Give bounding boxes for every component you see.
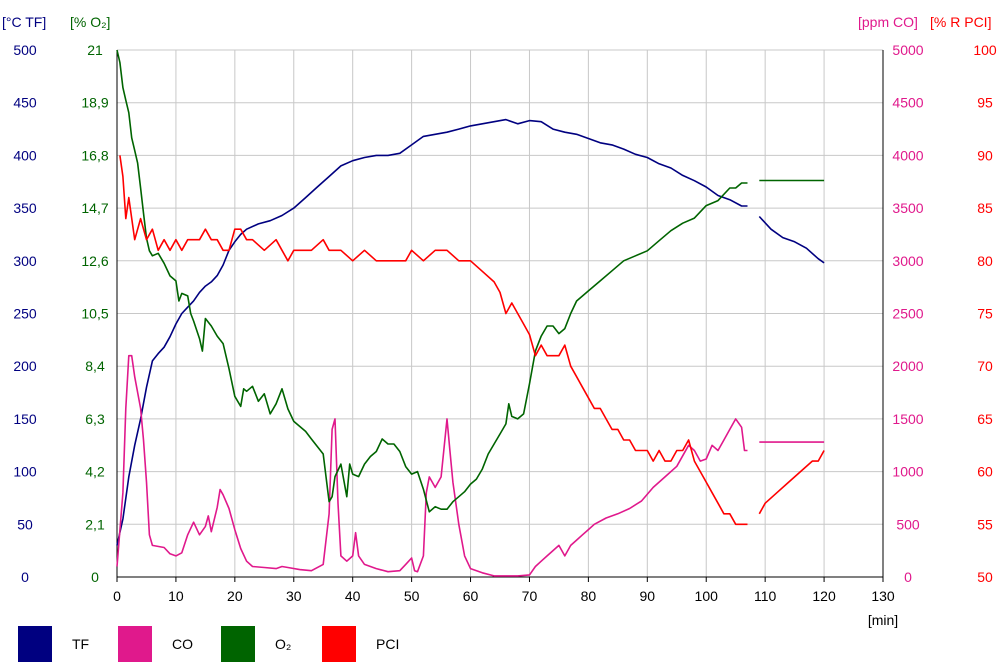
y-tick-label-tf: 400	[13, 147, 37, 163]
legend-label-pci: PCI	[376, 636, 400, 652]
y-tick-label-tf: 350	[13, 200, 37, 216]
y-tick-label-o2: 6,3	[85, 411, 105, 427]
y-tick-label-tf: 250	[13, 306, 37, 322]
y-tick-label-co: 0	[904, 569, 912, 585]
series-line-pci	[119, 155, 748, 526]
legend-swatch-pci	[322, 626, 356, 662]
legend-swatch-co	[118, 626, 152, 662]
legend-item-o2: O₂	[221, 626, 291, 662]
y-tick-label-pci: 75	[977, 306, 993, 322]
x-tick-label: 20	[227, 588, 243, 604]
y-axis-title-co: [ppm CO]	[858, 14, 918, 30]
y-tick-label-o2: 2,1	[85, 516, 105, 532]
legend-item-co: CO	[118, 626, 193, 662]
y-tick-label-co: 4500	[892, 95, 923, 111]
y-tick-label-pci: 100	[973, 42, 997, 58]
x-tick-label: 110	[754, 588, 777, 604]
legend-label-co: CO	[172, 636, 193, 652]
y-tick-label-o2: 0	[91, 569, 99, 585]
y-tick-label-pci: 95	[977, 95, 993, 111]
y-tick-label-co: 4000	[892, 147, 923, 163]
y-axis-title-o2: [% O₂]	[70, 14, 110, 30]
y-tick-label-co: 5000	[892, 42, 923, 58]
y-tick-label-co: 3500	[892, 200, 923, 216]
y-tick-label-pci: 80	[977, 253, 993, 269]
legend-item-pci: PCI	[322, 626, 399, 662]
y-axis-title-pci: [% R PCI]	[930, 14, 991, 30]
y-tick-label-pci: 85	[977, 200, 993, 216]
y-tick-label-co: 2000	[892, 358, 923, 374]
y-tick-label-co: 1000	[892, 464, 923, 480]
legend-item-tf: TF	[18, 626, 89, 662]
x-tick-label: 50	[404, 588, 420, 604]
y-tick-label-o2: 21	[87, 42, 103, 58]
x-tick-label: 0	[113, 588, 121, 604]
series-line-co	[116, 354, 748, 577]
y-tick-label-co: 500	[896, 516, 920, 532]
y-tick-label-pci: 90	[977, 147, 993, 163]
y-tick-label-pci: 55	[977, 516, 993, 532]
x-tick-label: 30	[286, 588, 302, 604]
y-tick-label-o2: 16,8	[81, 147, 108, 163]
y-tick-label-o2: 8,4	[85, 358, 105, 374]
series-line-tf	[758, 215, 825, 264]
y-tick-label-co: 3000	[892, 253, 923, 269]
y-tick-label-o2: 18,9	[81, 95, 108, 111]
y-tick-label-tf: 300	[13, 253, 37, 269]
y-tick-label-pci: 70	[977, 358, 993, 374]
series-line-o2	[116, 49, 748, 513]
y-tick-label-tf: 150	[13, 411, 37, 427]
series-line-pci	[758, 450, 825, 515]
x-tick-label: 90	[640, 588, 656, 604]
x-tick-label: 10	[168, 588, 184, 604]
y-tick-label-o2: 10,5	[81, 306, 108, 322]
x-tick-label: 130	[871, 588, 895, 604]
x-tick-label: 60	[463, 588, 479, 604]
y-tick-label-tf: 100	[13, 464, 37, 480]
y-tick-label-pci: 60	[977, 464, 993, 480]
x-tick-label: 70	[522, 588, 538, 604]
y-tick-label-o2: 14,7	[81, 200, 108, 216]
y-tick-label-pci: 65	[977, 411, 993, 427]
series-line-tf	[116, 118, 748, 546]
legend-label-tf: TF	[72, 636, 90, 652]
x-axis-unit-label: [min]	[868, 612, 898, 628]
y-tick-label-o2: 12,6	[81, 253, 108, 269]
legend-swatch-o2	[221, 626, 255, 662]
x-tick-label: 80	[581, 588, 597, 604]
x-tick-label: 100	[695, 588, 719, 604]
y-tick-label-tf: 500	[13, 42, 37, 58]
y-tick-label-tf: 450	[13, 95, 37, 111]
y-tick-label-co: 2500	[892, 306, 923, 322]
y-tick-label-tf: 200	[13, 358, 37, 374]
y-tick-label-co: 1500	[892, 411, 923, 427]
x-tick-label: 120	[812, 588, 836, 604]
y-axis-title-tf: [°C TF]	[2, 14, 46, 30]
y-tick-label-pci: 50	[977, 569, 993, 585]
legend-label-o2: O₂	[275, 636, 292, 652]
legend-swatch-tf	[18, 626, 52, 662]
x-tick-label: 40	[345, 588, 361, 604]
y-tick-label-tf: 0	[21, 569, 29, 585]
y-tick-label-tf: 50	[17, 516, 33, 532]
y-tick-label-o2: 4,2	[85, 464, 105, 480]
